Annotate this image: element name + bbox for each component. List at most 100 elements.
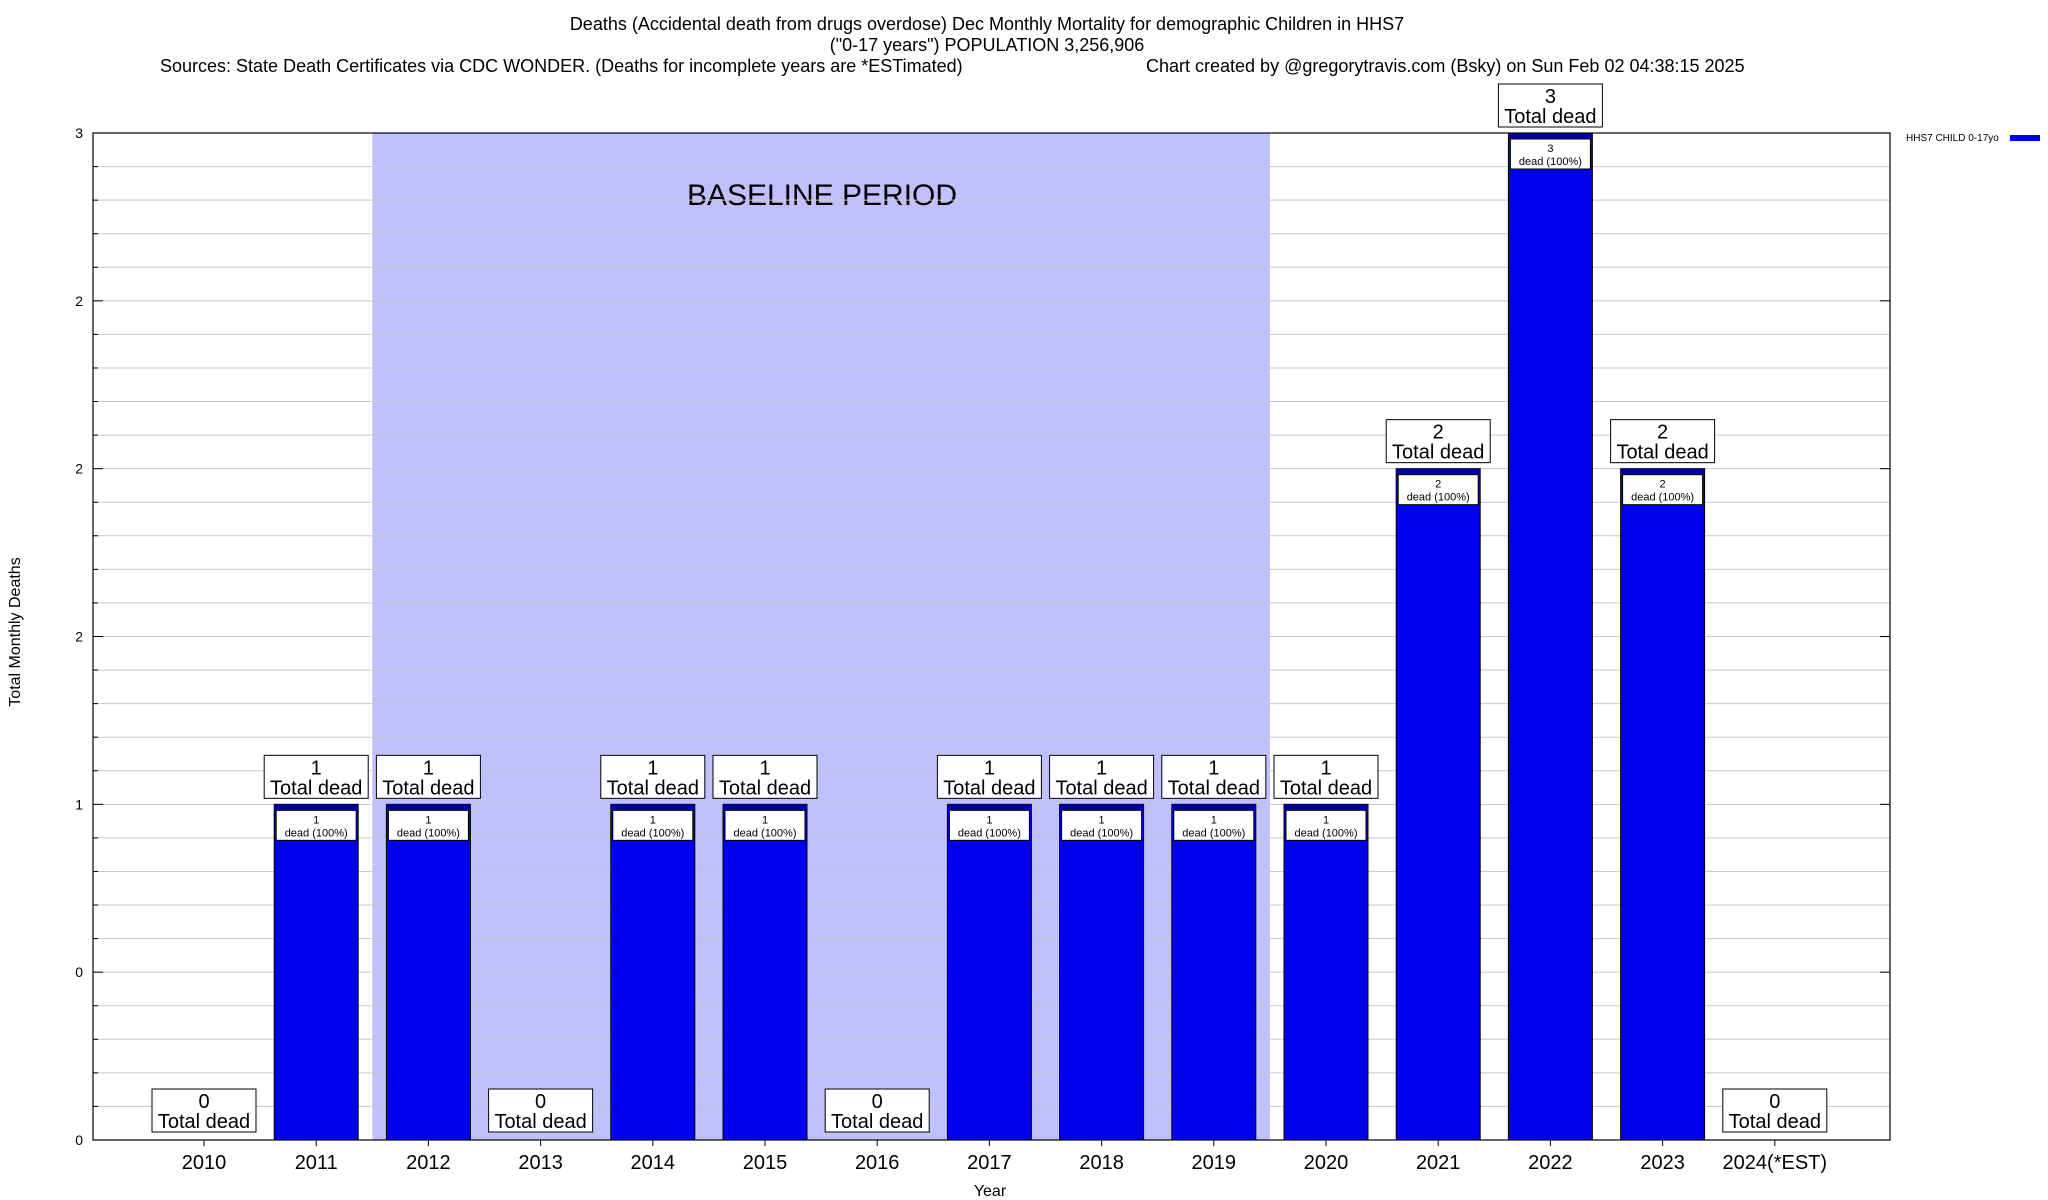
- total-label-value: 1: [311, 757, 322, 779]
- x-axis-title: Year: [974, 1183, 1007, 1200]
- chart-sources: Sources: State Death Certificates via CD…: [160, 56, 963, 76]
- x-tick-label-2011: 2011: [295, 1152, 338, 1174]
- total-label-text: Total dead: [1392, 442, 1484, 464]
- total-label-value: 0: [535, 1091, 546, 1113]
- inner-label-value: 1: [1211, 814, 1217, 826]
- baseline-label: BASELINE PERIOD: [687, 179, 957, 212]
- y-axis-title: Total Monthly Deaths: [7, 557, 24, 706]
- total-label-text: Total dead: [1168, 777, 1260, 799]
- inner-label-box: [1061, 809, 1143, 841]
- total-label-text: Total dead: [607, 777, 699, 799]
- total-label-box: [1161, 754, 1267, 799]
- inner-label-text: dead (100%): [1182, 827, 1245, 839]
- total-label-value: 2: [1433, 422, 1444, 444]
- inner-label-box: [1285, 809, 1367, 841]
- x-tick-label-2016: 2016: [855, 1152, 900, 1174]
- bar-cap-2022: [1508, 133, 1593, 138]
- y-tick-label: 1: [75, 796, 83, 812]
- total-label-box: [151, 1088, 257, 1133]
- x-tick-label-2019: 2019: [1192, 1152, 1237, 1174]
- bar-2021: [1395, 468, 1481, 1141]
- bar-cap-2021: [1396, 468, 1481, 474]
- y-axis: 0 0 1 2 2 2 3: [75, 125, 1890, 1148]
- inner-label-value: 1: [425, 814, 431, 826]
- y-tick-label: 2: [75, 293, 83, 309]
- chart-title-line1: Deaths (Accidental death from drugs over…: [570, 14, 1404, 34]
- inner-label-box: [1622, 474, 1704, 506]
- total-label-box: [1722, 1088, 1828, 1133]
- total-label-value: 1: [1320, 757, 1331, 779]
- inner-label-value: 1: [650, 814, 656, 826]
- total-label-value: 1: [1096, 757, 1107, 779]
- total-label-text: Total dead: [270, 777, 362, 799]
- inner-label-value: 1: [762, 814, 768, 826]
- total-label-value: 1: [984, 757, 995, 779]
- total-label-box: [375, 754, 481, 799]
- inner-label-value: 1: [986, 814, 992, 826]
- total-label-text: Total dead: [1616, 442, 1708, 464]
- bar-2023: [1620, 468, 1706, 1141]
- x-tick-label-2022: 2022: [1528, 1152, 1573, 1174]
- y-tick-label: 0: [75, 1132, 83, 1148]
- bar-2022: [1507, 132, 1593, 1141]
- total-label-text: Total dead: [719, 777, 811, 799]
- x-tick-label-2012: 2012: [406, 1152, 451, 1174]
- total-label-value: 2: [1657, 422, 1668, 444]
- total-label-text: Total dead: [831, 1111, 923, 1133]
- total-label-text: Total dead: [943, 777, 1035, 799]
- inner-label-value: 1: [1323, 814, 1329, 826]
- total-label-box: [1049, 754, 1155, 799]
- y-tick-label: 2: [75, 629, 83, 645]
- total-label-value: 1: [1208, 757, 1219, 779]
- total-label-box: [936, 754, 1042, 799]
- bar-cap-2020: [1284, 804, 1368, 810]
- inner-label-box: [724, 809, 806, 841]
- chart-title-line2: ("0-17 years") POPULATION 3,256,906: [830, 35, 1145, 55]
- inner-label-text: dead (100%): [1295, 827, 1358, 839]
- inner-label-box: [1173, 809, 1255, 841]
- x-tick-label-2017: 2017: [967, 1152, 1012, 1174]
- bar-2011: [273, 803, 359, 1141]
- inner-label-value: 3: [1547, 143, 1553, 155]
- total-label-box: [1610, 419, 1716, 464]
- inner-label-text: dead (100%): [958, 827, 1021, 839]
- y-tick-label: 2: [75, 461, 83, 477]
- x-tick-label-2018: 2018: [1079, 1152, 1124, 1174]
- inner-label-value: 2: [1435, 479, 1441, 491]
- total-label-box: [1273, 754, 1379, 799]
- total-label-text: Total dead: [1504, 106, 1596, 128]
- x-tick-label-2023: 2023: [1640, 1152, 1685, 1174]
- inner-label-text: dead (100%): [734, 827, 797, 839]
- inner-label-box: [275, 809, 357, 841]
- inner-label-box: [1397, 474, 1479, 506]
- total-label-value: 3: [1545, 86, 1556, 108]
- bar-cap-2014: [610, 804, 695, 810]
- bar-2020: [1283, 803, 1369, 1141]
- y-tick-label: 3: [75, 125, 83, 141]
- bar-cap-2011: [274, 804, 359, 810]
- bar-2018: [1059, 803, 1145, 1141]
- total-label-text: Total dead: [494, 1111, 586, 1133]
- bar-2019: [1171, 803, 1257, 1141]
- inner-label-text: dead (100%): [1407, 492, 1470, 504]
- legend-label: HHS7 CHILD 0-17yo: [1906, 133, 1999, 144]
- inner-label-text: dead (100%): [285, 827, 348, 839]
- x-tick-label-2014: 2014: [631, 1152, 676, 1174]
- inner-label-box: [612, 809, 694, 841]
- x-tick-label-2010: 2010: [182, 1152, 227, 1174]
- total-label-value: 0: [198, 1091, 209, 1113]
- chart-title-block: Deaths (Accidental death from drugs over…: [160, 14, 1745, 76]
- total-label-value: 1: [647, 757, 658, 779]
- total-label-box: [1385, 419, 1491, 464]
- total-label-value: 0: [872, 1091, 883, 1113]
- inner-label-box: [387, 809, 469, 841]
- bar-cap-2023: [1620, 468, 1705, 474]
- total-label-value: 1: [759, 757, 770, 779]
- inner-label-text: dead (100%): [1519, 156, 1582, 168]
- x-tick-label-2013: 2013: [518, 1152, 563, 1174]
- bar-2014: [610, 803, 696, 1141]
- bar-2017: [946, 803, 1032, 1141]
- y-tick-label: 0: [75, 964, 83, 980]
- bars: [200, 132, 1779, 1141]
